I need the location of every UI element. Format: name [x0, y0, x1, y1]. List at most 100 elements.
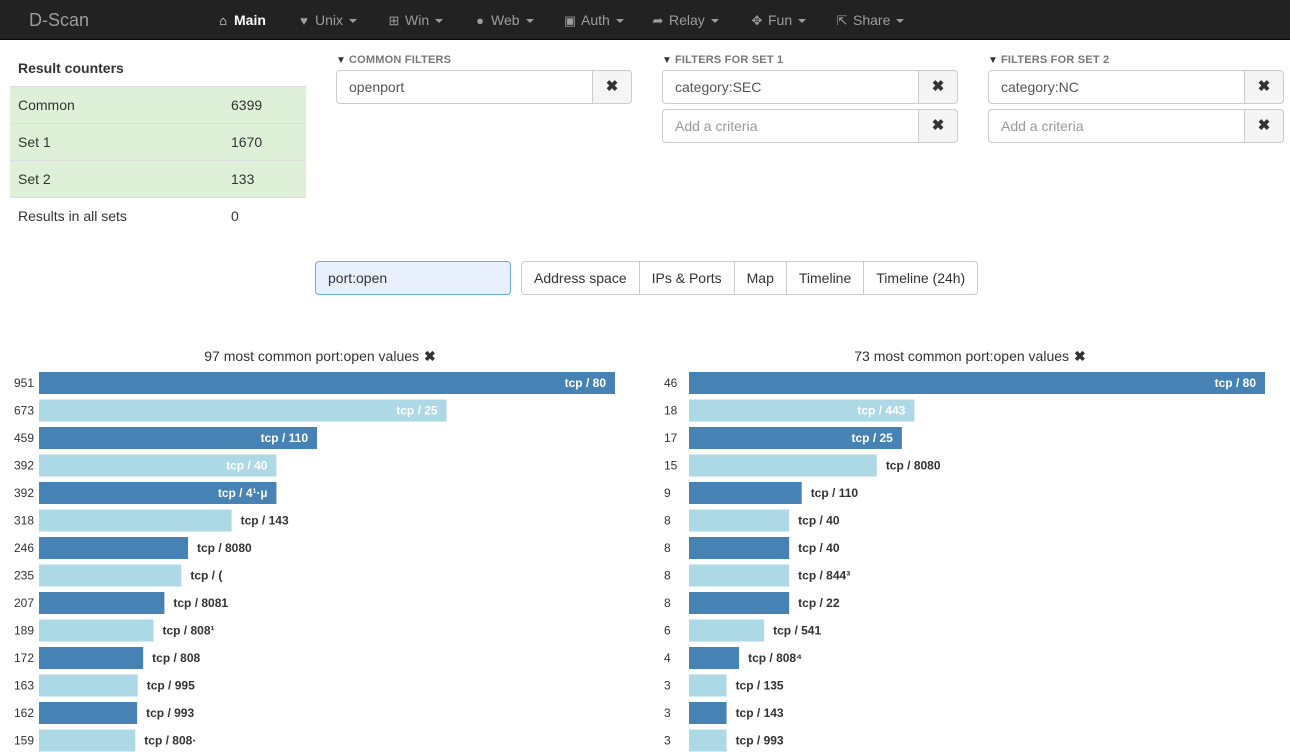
- bar-count-label: 8: [664, 514, 671, 528]
- counter-row-common: Common 6399: [10, 86, 306, 123]
- bar[interactable]: [39, 372, 615, 394]
- bar-count-label: 3: [664, 706, 671, 720]
- bar-category-label: tcp / 808⁴: [748, 651, 802, 665]
- tab-map[interactable]: Map: [733, 261, 787, 295]
- chart-title: 97 most common port:open values ✖: [0, 346, 640, 366]
- bar-category-label: tcp / 541: [773, 624, 821, 638]
- remove-filter-button[interactable]: ✖: [1244, 109, 1284, 143]
- set1-filter-input[interactable]: [662, 70, 919, 104]
- nav-label: Main: [234, 12, 266, 28]
- bar-count-label: 15: [664, 459, 678, 473]
- bar-count-label: 459: [14, 431, 34, 445]
- nav-share[interactable]: ⇱ Share: [835, 0, 905, 40]
- set2-filters-header: ▼ FILTERS FOR SET 2: [988, 52, 1284, 70]
- bar-category-label: tcp / 110: [811, 486, 859, 500]
- bar-category-label: tcp / 443: [857, 404, 905, 418]
- bar-count-label: 207: [14, 596, 34, 610]
- bar-category-label: tcp / 808¹: [162, 624, 214, 638]
- close-chart-icon[interactable]: ✖: [424, 348, 436, 364]
- bar[interactable]: [689, 537, 790, 559]
- bar-count-label: 3: [664, 679, 671, 693]
- brand-logo[interactable]: D-Scan: [29, 10, 90, 30]
- set1-add-criteria-input[interactable]: [662, 109, 919, 143]
- remove-filter-button[interactable]: ✖: [918, 70, 958, 104]
- chart-svg: 951 tcp / 80 673 tcp / 25 459 tcp / 110 392 tcp…: [14, 372, 615, 752]
- bar-category-label: tcp / 143: [241, 514, 289, 528]
- caret-down-icon: [710, 19, 719, 24]
- bar-category-label: tcp / 40: [798, 514, 840, 528]
- bar[interactable]: [689, 702, 727, 724]
- filter-icon: ▼: [662, 55, 673, 66]
- bar-count-label: 17: [664, 431, 678, 445]
- set2-add-criteria-input[interactable]: [988, 109, 1245, 143]
- bar-category-label: tcp / 143: [736, 706, 784, 720]
- nav-main[interactable]: ⌂ Main: [216, 0, 266, 40]
- nav-relay[interactable]: ➦ Relay: [651, 0, 719, 40]
- bar-count-label: 3: [664, 734, 671, 748]
- share-icon: ⇱: [836, 13, 848, 28]
- bar[interactable]: [39, 454, 277, 477]
- remove-filter-button[interactable]: ✖: [1244, 70, 1284, 104]
- counter-value: 1670: [231, 134, 263, 150]
- bar[interactable]: [39, 509, 232, 532]
- bar[interactable]: [689, 619, 765, 642]
- field-query-input[interactable]: port:open: [315, 261, 511, 295]
- nav-web[interactable]: ● Web: [473, 0, 534, 40]
- bar[interactable]: [689, 372, 1265, 394]
- bar[interactable]: [39, 592, 165, 614]
- bar-count-label: 163: [14, 679, 34, 693]
- bar[interactable]: [689, 592, 790, 614]
- filter-row: ✖: [662, 109, 958, 143]
- bar[interactable]: [689, 674, 727, 697]
- bar[interactable]: [39, 729, 136, 752]
- filter-row: ✖: [988, 70, 1284, 104]
- bar[interactable]: [689, 509, 790, 532]
- common-filters-title: COMMON FILTERS: [349, 54, 452, 66]
- caret-down-icon: [615, 19, 624, 24]
- bar[interactable]: [39, 537, 188, 559]
- bar[interactable]: [689, 482, 802, 504]
- counter-value: 133: [231, 171, 255, 187]
- remove-icon: ✖: [931, 78, 945, 95]
- tab-address-space[interactable]: Address space: [521, 261, 640, 295]
- bar[interactable]: [689, 454, 877, 477]
- nav-label: Share: [853, 12, 891, 28]
- set2-filter-input[interactable]: [988, 70, 1245, 104]
- bar-count-label: 8: [664, 596, 671, 610]
- bar[interactable]: [39, 564, 182, 587]
- bar-count-label: 673: [14, 404, 34, 418]
- nav-auth[interactable]: ▣ Auth: [563, 0, 624, 40]
- windows-icon: ⊞: [388, 13, 400, 28]
- nav-fun[interactable]: ✥ Fun: [750, 0, 807, 40]
- tab-timeline[interactable]: Timeline: [785, 261, 865, 295]
- bar[interactable]: [39, 647, 144, 669]
- caret-down-icon: [525, 19, 534, 24]
- tab-ips-ports[interactable]: IPs & Ports: [638, 261, 735, 295]
- bar[interactable]: [39, 702, 138, 724]
- remove-filter-button[interactable]: ✖: [592, 70, 632, 104]
- bar-category-label: tcp / 808: [152, 651, 200, 665]
- bar[interactable]: [39, 427, 318, 449]
- bar[interactable]: [39, 619, 154, 642]
- bar[interactable]: [39, 399, 447, 422]
- bar[interactable]: [689, 729, 727, 752]
- bar-category-label: tcp / 8080: [197, 541, 252, 555]
- chart-title: 73 most common port:open values ✖: [650, 346, 1290, 366]
- bar[interactable]: [689, 427, 902, 449]
- set2-filters-title: FILTERS FOR SET 2: [1001, 54, 1110, 66]
- bar-count-label: 318: [14, 514, 34, 528]
- nav-unix[interactable]: ♥ Unix: [297, 0, 358, 40]
- tab-timeline-24h[interactable]: Timeline (24h): [863, 261, 979, 295]
- bar[interactable]: [39, 674, 138, 697]
- nav-win[interactable]: ⊞ Win: [387, 0, 444, 40]
- bar[interactable]: [689, 399, 915, 422]
- bar-category-label: tcp / 995: [147, 679, 195, 693]
- bar[interactable]: [689, 647, 740, 669]
- common-filter-input[interactable]: [336, 70, 593, 104]
- close-chart-icon[interactable]: ✖: [1074, 348, 1086, 364]
- remove-filter-button[interactable]: ✖: [918, 109, 958, 143]
- bar-category-label: tcp / 80: [1215, 376, 1257, 390]
- bar[interactable]: [39, 482, 277, 504]
- bar[interactable]: [689, 564, 790, 587]
